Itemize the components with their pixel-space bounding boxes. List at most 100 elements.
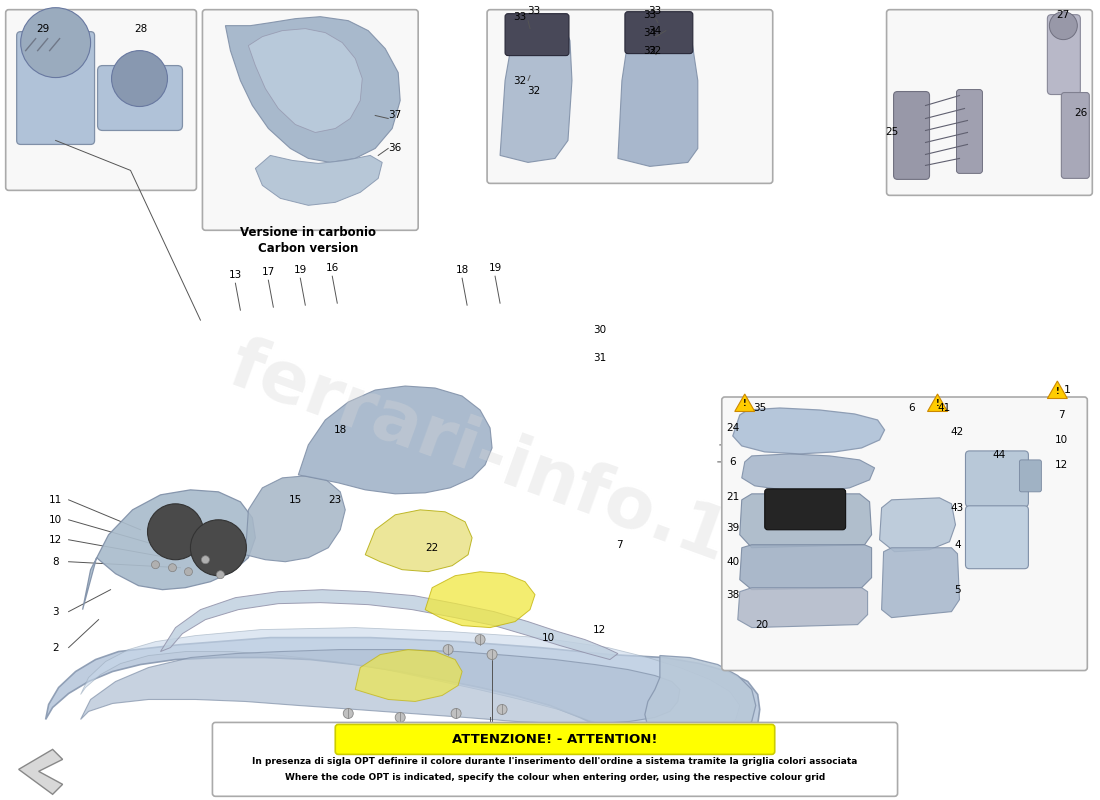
FancyBboxPatch shape bbox=[764, 489, 846, 530]
Circle shape bbox=[475, 634, 485, 645]
Text: 33: 33 bbox=[644, 10, 657, 20]
Text: 26: 26 bbox=[1075, 107, 1088, 118]
Text: 32: 32 bbox=[644, 46, 657, 56]
FancyBboxPatch shape bbox=[16, 32, 95, 145]
Text: 9: 9 bbox=[353, 730, 360, 741]
Text: 4: 4 bbox=[954, 540, 960, 550]
Text: In presenza di sigla OPT definire il colore durante l'inserimento dell'ordine a : In presenza di sigla OPT definire il col… bbox=[252, 757, 858, 766]
Circle shape bbox=[343, 709, 353, 718]
Text: 17: 17 bbox=[262, 267, 275, 278]
Text: 38: 38 bbox=[726, 590, 739, 600]
Circle shape bbox=[147, 504, 204, 560]
Text: 31: 31 bbox=[593, 353, 606, 363]
Text: !: ! bbox=[742, 399, 747, 409]
Text: ATTENZIONE! - ATTENTION!: ATTENZIONE! - ATTENTION! bbox=[452, 733, 658, 746]
Polygon shape bbox=[80, 650, 680, 723]
Text: 39: 39 bbox=[726, 522, 739, 533]
Text: 1: 1 bbox=[1064, 385, 1070, 395]
Text: 18: 18 bbox=[455, 266, 469, 275]
Text: 30: 30 bbox=[593, 325, 606, 335]
Text: 10: 10 bbox=[1055, 435, 1068, 445]
Text: 25: 25 bbox=[884, 127, 899, 138]
Polygon shape bbox=[220, 754, 236, 768]
Polygon shape bbox=[740, 545, 871, 590]
Text: 41: 41 bbox=[938, 403, 952, 413]
Text: 10: 10 bbox=[528, 730, 541, 741]
Text: 42: 42 bbox=[950, 427, 964, 437]
Text: Where the code OPT is indicated, specify the colour when entering order, using t: Where the code OPT is indicated, specify… bbox=[285, 773, 825, 782]
Text: 22: 22 bbox=[426, 542, 439, 553]
Text: 19: 19 bbox=[294, 266, 307, 275]
FancyBboxPatch shape bbox=[966, 451, 1028, 507]
Polygon shape bbox=[1047, 381, 1067, 398]
Polygon shape bbox=[80, 628, 740, 743]
Polygon shape bbox=[645, 655, 756, 746]
Text: 13: 13 bbox=[229, 270, 242, 280]
Text: 12: 12 bbox=[50, 534, 63, 545]
Circle shape bbox=[443, 645, 453, 654]
Text: 7: 7 bbox=[1058, 410, 1065, 420]
Polygon shape bbox=[255, 155, 382, 206]
Text: 16: 16 bbox=[326, 263, 339, 274]
FancyBboxPatch shape bbox=[1047, 14, 1080, 94]
Text: 44: 44 bbox=[993, 450, 1007, 460]
Text: 21: 21 bbox=[726, 492, 739, 502]
Polygon shape bbox=[226, 17, 400, 162]
Circle shape bbox=[451, 709, 461, 718]
Polygon shape bbox=[365, 510, 472, 572]
FancyBboxPatch shape bbox=[957, 90, 982, 174]
Text: 3: 3 bbox=[53, 606, 59, 617]
FancyBboxPatch shape bbox=[887, 10, 1092, 195]
Polygon shape bbox=[880, 498, 956, 552]
Polygon shape bbox=[735, 394, 755, 411]
FancyBboxPatch shape bbox=[893, 91, 930, 179]
Polygon shape bbox=[249, 29, 362, 133]
Text: 32: 32 bbox=[648, 46, 661, 56]
Polygon shape bbox=[741, 454, 875, 492]
Circle shape bbox=[201, 556, 209, 564]
Circle shape bbox=[497, 705, 507, 714]
Circle shape bbox=[395, 713, 405, 722]
Text: 27: 27 bbox=[1057, 10, 1070, 20]
Text: Carbon version: Carbon version bbox=[258, 242, 359, 254]
Circle shape bbox=[21, 8, 90, 78]
Text: 36: 36 bbox=[388, 143, 401, 154]
Circle shape bbox=[111, 50, 167, 106]
Polygon shape bbox=[927, 394, 947, 411]
Text: 19: 19 bbox=[488, 263, 502, 274]
Text: !: ! bbox=[936, 399, 939, 409]
Circle shape bbox=[487, 650, 497, 659]
Text: 34: 34 bbox=[648, 26, 661, 36]
Text: 15: 15 bbox=[288, 495, 301, 505]
Text: 2: 2 bbox=[53, 642, 59, 653]
Text: 12: 12 bbox=[482, 730, 495, 741]
Text: !: ! bbox=[227, 758, 230, 766]
Text: ferrari-info.1995: ferrari-info.1995 bbox=[220, 332, 880, 628]
FancyBboxPatch shape bbox=[202, 10, 418, 230]
Text: 43: 43 bbox=[950, 503, 964, 513]
Text: 6: 6 bbox=[909, 403, 915, 413]
Text: 6: 6 bbox=[729, 457, 736, 467]
Text: Versione in carbonio: Versione in carbonio bbox=[240, 226, 376, 238]
Text: 28: 28 bbox=[134, 24, 147, 34]
Circle shape bbox=[190, 520, 246, 576]
Text: 7: 7 bbox=[617, 540, 624, 550]
FancyBboxPatch shape bbox=[505, 14, 569, 55]
Text: 40: 40 bbox=[726, 557, 739, 566]
Text: 22: 22 bbox=[384, 730, 397, 741]
Polygon shape bbox=[733, 408, 884, 454]
Polygon shape bbox=[618, 14, 697, 166]
FancyBboxPatch shape bbox=[98, 66, 183, 130]
Text: 24: 24 bbox=[726, 423, 739, 433]
Polygon shape bbox=[738, 588, 868, 628]
Text: 20: 20 bbox=[756, 620, 768, 630]
Text: 23: 23 bbox=[329, 495, 342, 505]
FancyBboxPatch shape bbox=[212, 722, 898, 796]
Circle shape bbox=[152, 561, 160, 569]
Text: 10: 10 bbox=[541, 633, 554, 642]
Polygon shape bbox=[161, 590, 618, 659]
Polygon shape bbox=[19, 750, 63, 794]
Text: 12: 12 bbox=[593, 625, 606, 634]
Circle shape bbox=[217, 570, 224, 578]
Text: 11: 11 bbox=[50, 495, 63, 505]
